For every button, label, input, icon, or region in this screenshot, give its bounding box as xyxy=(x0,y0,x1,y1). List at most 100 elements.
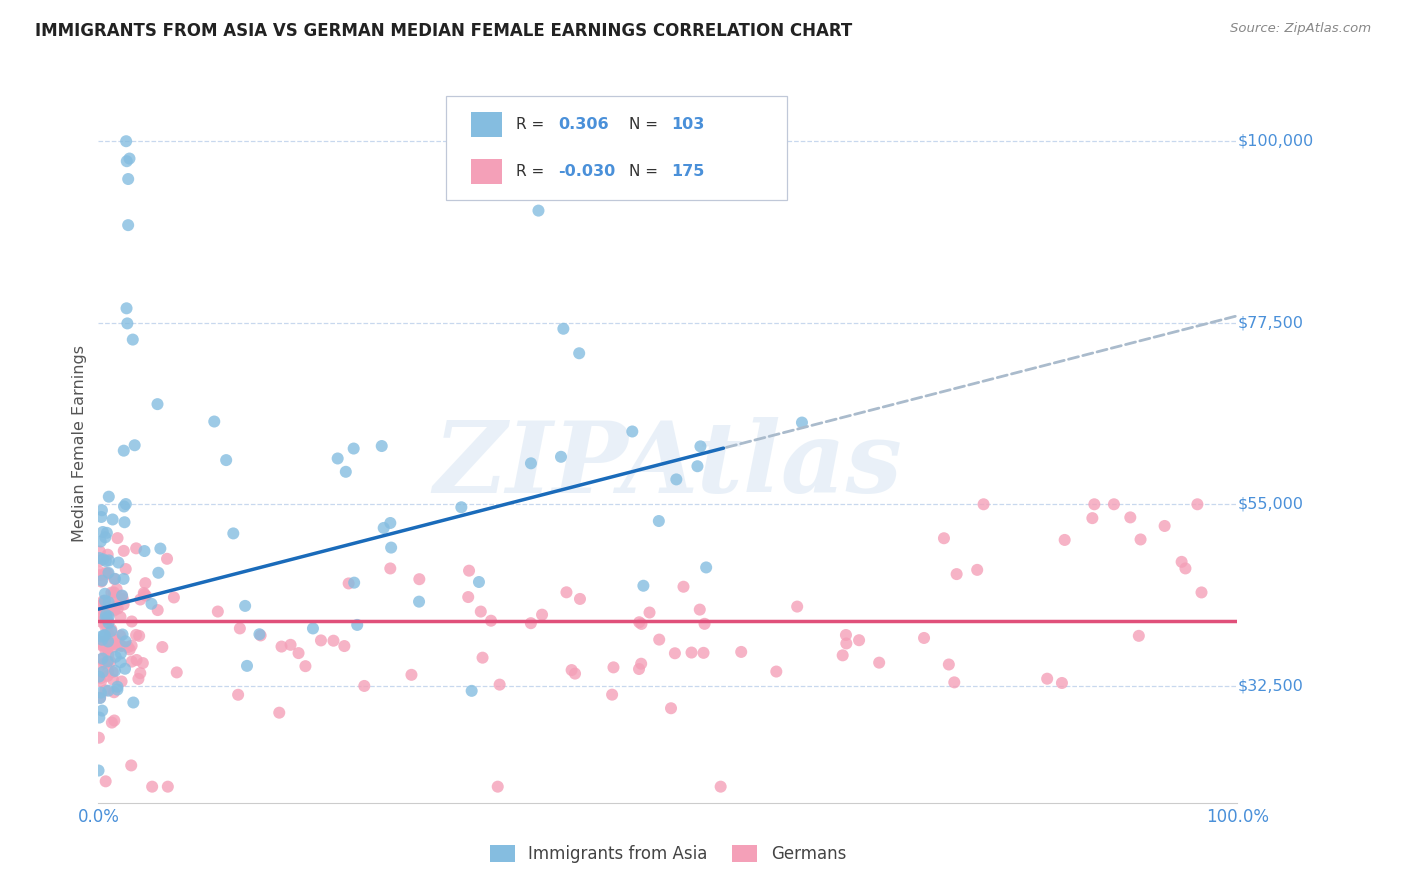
Point xyxy=(322,633,344,648)
Point xyxy=(309,633,332,648)
Point xyxy=(134,576,156,591)
Point xyxy=(848,633,870,648)
Point xyxy=(141,780,163,794)
Point xyxy=(648,514,671,528)
Point xyxy=(114,562,136,576)
Text: ZIPAtlas: ZIPAtlas xyxy=(433,417,903,514)
Point xyxy=(370,439,392,453)
Point xyxy=(91,665,114,679)
Point xyxy=(94,644,117,658)
Point xyxy=(527,203,550,218)
Point xyxy=(89,691,111,706)
Point xyxy=(122,696,145,710)
Text: N =: N = xyxy=(628,164,658,179)
Point xyxy=(938,657,960,672)
Point xyxy=(648,632,671,647)
Point xyxy=(93,597,115,611)
Point xyxy=(229,622,252,636)
Point xyxy=(790,416,813,430)
Point xyxy=(107,601,129,615)
Text: 103: 103 xyxy=(671,117,704,132)
Point xyxy=(326,451,349,466)
Point xyxy=(105,599,128,614)
Point xyxy=(91,524,114,539)
Point xyxy=(97,654,120,668)
Point xyxy=(689,602,711,616)
Point xyxy=(114,662,136,676)
Point xyxy=(103,602,125,616)
Text: $55,000: $55,000 xyxy=(1237,497,1303,512)
Point xyxy=(107,556,129,570)
Point xyxy=(103,585,125,599)
Point xyxy=(146,397,169,411)
Point xyxy=(1128,629,1150,643)
Point xyxy=(932,531,955,545)
Point xyxy=(93,595,115,609)
Point xyxy=(105,582,128,596)
Point xyxy=(128,629,150,643)
Point xyxy=(107,531,129,545)
Point xyxy=(630,616,652,631)
Point xyxy=(150,640,173,654)
Text: $100,000: $100,000 xyxy=(1237,134,1313,149)
Point xyxy=(127,672,149,686)
Point xyxy=(112,598,135,612)
Point xyxy=(94,606,117,620)
Point xyxy=(94,595,117,609)
Point xyxy=(457,590,479,604)
Point xyxy=(111,627,134,641)
Point xyxy=(628,615,651,630)
Text: N =: N = xyxy=(628,117,658,132)
Point xyxy=(302,622,325,636)
Point xyxy=(973,497,995,511)
Point xyxy=(564,666,586,681)
Text: 0.306: 0.306 xyxy=(558,117,609,132)
Point xyxy=(90,615,112,629)
Point xyxy=(87,764,110,778)
Point xyxy=(90,630,112,644)
Point xyxy=(665,472,688,486)
Point xyxy=(553,322,575,336)
Point xyxy=(110,629,132,643)
Point xyxy=(101,591,124,605)
Point xyxy=(638,606,661,620)
Point xyxy=(659,701,682,715)
Point xyxy=(114,515,136,529)
Point xyxy=(287,646,309,660)
Point xyxy=(945,567,967,582)
Point xyxy=(110,655,132,669)
Point xyxy=(1119,510,1142,524)
Point xyxy=(110,639,132,653)
Point xyxy=(87,669,110,683)
Point xyxy=(471,650,494,665)
Point xyxy=(692,646,714,660)
Point xyxy=(121,655,143,669)
Point xyxy=(149,541,172,556)
Point xyxy=(90,574,112,589)
Point xyxy=(633,579,655,593)
Point xyxy=(117,172,139,186)
Point xyxy=(89,544,111,558)
Point xyxy=(112,572,135,586)
Point xyxy=(1153,519,1175,533)
Point xyxy=(94,593,117,607)
Point xyxy=(270,640,292,654)
Point xyxy=(124,438,146,452)
Point xyxy=(664,646,686,660)
Point xyxy=(1191,585,1213,599)
Point xyxy=(97,669,120,683)
Text: R =: R = xyxy=(516,164,544,179)
Point xyxy=(117,640,139,654)
Point xyxy=(107,680,129,694)
Point xyxy=(89,710,111,724)
Point xyxy=(103,685,125,699)
Point xyxy=(943,675,966,690)
Point xyxy=(114,634,136,648)
Point xyxy=(96,637,118,651)
Point xyxy=(236,659,259,673)
Point xyxy=(470,605,492,619)
Point xyxy=(90,503,112,517)
Point xyxy=(91,552,114,566)
Point xyxy=(101,512,124,526)
Point xyxy=(89,565,111,579)
